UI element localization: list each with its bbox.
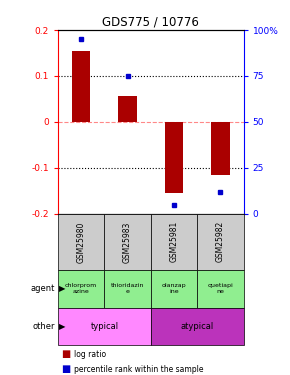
Text: ▶: ▶ (59, 284, 66, 293)
Text: log ratio: log ratio (74, 350, 106, 359)
Text: other: other (32, 322, 55, 331)
Text: ▶: ▶ (59, 322, 66, 331)
Bar (118, 96, 137, 122)
Text: GSM25982: GSM25982 (216, 221, 225, 262)
Bar (165, 122, 183, 193)
Text: typical: typical (90, 322, 118, 331)
Text: GSM25981: GSM25981 (169, 221, 179, 262)
Bar (211, 122, 230, 175)
Text: atypical: atypical (181, 322, 214, 331)
Text: ■: ■ (61, 350, 70, 359)
Text: olanzap
ine: olanzap ine (162, 284, 186, 294)
Text: GSM25980: GSM25980 (77, 221, 86, 262)
Text: percentile rank within the sample: percentile rank within the sample (74, 365, 204, 374)
Bar (72, 51, 90, 122)
Text: GSM25983: GSM25983 (123, 221, 132, 262)
Text: quetiapi
ne: quetiapi ne (208, 284, 233, 294)
Text: agent: agent (31, 284, 55, 293)
Text: thioridazin
e: thioridazin e (111, 284, 144, 294)
Text: chlorprom
azine: chlorprom azine (65, 284, 97, 294)
Text: ■: ■ (61, 364, 70, 374)
Title: GDS775 / 10776: GDS775 / 10776 (102, 16, 199, 29)
